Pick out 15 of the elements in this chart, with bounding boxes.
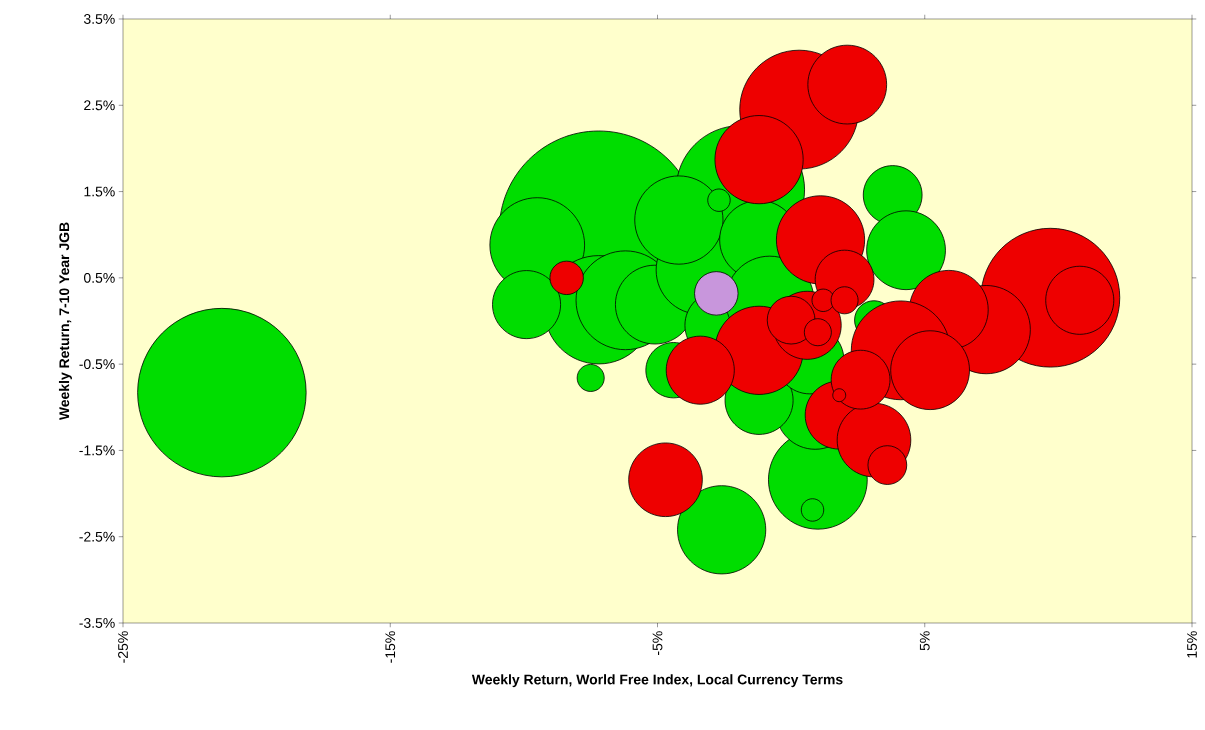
y-tick-label: 1.5% xyxy=(84,186,115,197)
y-tick-label: 2.5% xyxy=(84,100,115,111)
x-tick-label: -25% xyxy=(118,631,128,663)
x-tick-label: 5% xyxy=(919,631,930,651)
x-tick-label: -5% xyxy=(652,631,663,655)
x-axis-title: Weekly Return, World Free Index, Local Currency Terms xyxy=(471,674,843,688)
y-tick-label: -0.5% xyxy=(79,359,115,370)
x-tick-label: 15% xyxy=(1187,631,1197,658)
y-tick-label: -3.5% xyxy=(79,618,115,628)
x-tick-label: -15% xyxy=(385,631,396,663)
y-tick-label: -2.5% xyxy=(79,531,115,542)
y-tick-label: -1.5% xyxy=(79,445,115,456)
y-tick-label: 0.5% xyxy=(83,272,115,283)
y-tick-label: 3.5% xyxy=(83,14,115,24)
y-axis-title: Weekly Return, 7-10 Year JGB xyxy=(58,222,72,421)
